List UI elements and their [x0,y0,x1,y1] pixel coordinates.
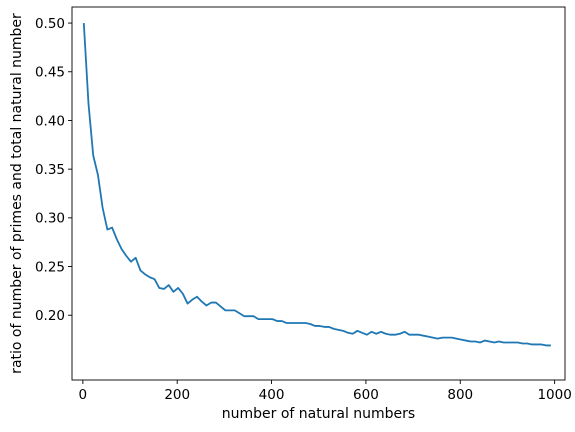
x-tick-label: 800 [447,387,473,403]
y-axis-label: ratio of number of primes and total natu… [9,13,25,374]
y-tick-label: 0.45 [35,65,65,81]
y-tick-label: 0.35 [35,162,65,178]
plot-frame [71,6,566,381]
series-line [82,23,551,347]
x-tick-label: 400 [259,387,285,403]
y-axis-ticks: 0.20 0.25 0.30 0.35 0.40 0.45 0.50 [35,16,72,324]
y-tick-label: 0.30 [35,211,65,227]
x-axis-ticks: 0 200 400 600 800 1000 [79,380,572,403]
y-tick-label: 0.40 [35,113,65,129]
y-tick-label: 0.50 [35,16,65,32]
y-tick-label: 0.20 [35,308,65,324]
y-tick-label: 0.25 [35,259,65,275]
x-tick-label: 200 [164,387,190,403]
plot-background [72,7,565,380]
x-tick-label: 1000 [537,387,571,403]
x-tick-label: 600 [353,387,379,403]
x-axis-label: number of natural numbers [222,406,415,422]
x-tick-label: 0 [79,387,88,403]
